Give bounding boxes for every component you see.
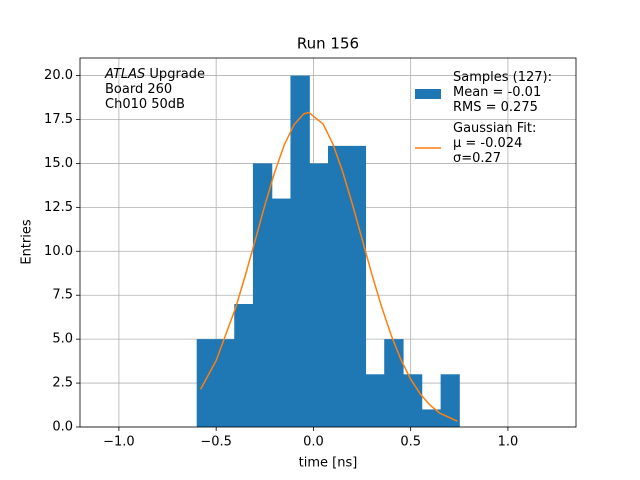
bar: [421, 409, 442, 427]
bar: [328, 145, 348, 427]
legend-label: Gaussian Fit: μ = -0.024 σ=0.27: [453, 121, 537, 166]
y-tick-label: 15.0: [44, 156, 73, 171]
bar: [215, 339, 235, 427]
bar: [309, 163, 329, 427]
axes-frame: [79, 57, 577, 428]
bar: [384, 339, 404, 427]
legend-label: Samples (127): Mean = -0.01 RMS = 0.275: [453, 70, 552, 115]
x-tick-label: 0.5: [400, 435, 421, 450]
bar: [440, 374, 460, 427]
y-tick-label: 12.5: [44, 200, 73, 215]
y-tick-label: 0.0: [52, 420, 73, 435]
y-tick-label: 20.0: [44, 68, 73, 83]
x-tick-label: 1.0: [498, 435, 519, 450]
bar: [252, 163, 273, 427]
y-tick-label: 2.5: [52, 376, 73, 391]
x-tick-label: −0.5: [200, 435, 232, 450]
y-tick-label: 7.5: [52, 288, 73, 303]
chart-title: Run 156: [297, 35, 359, 53]
bar: [271, 198, 291, 427]
y-tick-label: 10.0: [44, 244, 73, 259]
fit-line: [199, 111, 458, 422]
annotation: ATLAS Upgrade Board 260 Ch010 50dB: [105, 67, 205, 112]
legend-swatch: [415, 89, 441, 99]
x-axis-label: time [ns]: [299, 456, 358, 471]
experiment: ATLAS: [105, 67, 146, 82]
bar: [290, 75, 310, 428]
y-tick-label: 5.0: [52, 332, 73, 347]
bar: [234, 304, 254, 427]
axes: −1.0 −0.5 0.0 0.5 1.0 0.0 2.5 5.0 7.5 10.0 12.5 15.…: [44, 57, 577, 450]
plot-area: [196, 75, 460, 428]
y-tick-label: 17.5: [44, 112, 73, 127]
bar: [346, 145, 367, 427]
bar: [196, 339, 216, 427]
bar: [403, 374, 423, 427]
y-axis-label: Entries: [20, 219, 35, 265]
x-tick-label: −1.0: [103, 435, 135, 450]
x-tick-label: 0.0: [303, 435, 324, 450]
bar: [365, 374, 385, 427]
annotation-text: Upgrade Board 260 Ch010 50dB: [105, 67, 206, 112]
